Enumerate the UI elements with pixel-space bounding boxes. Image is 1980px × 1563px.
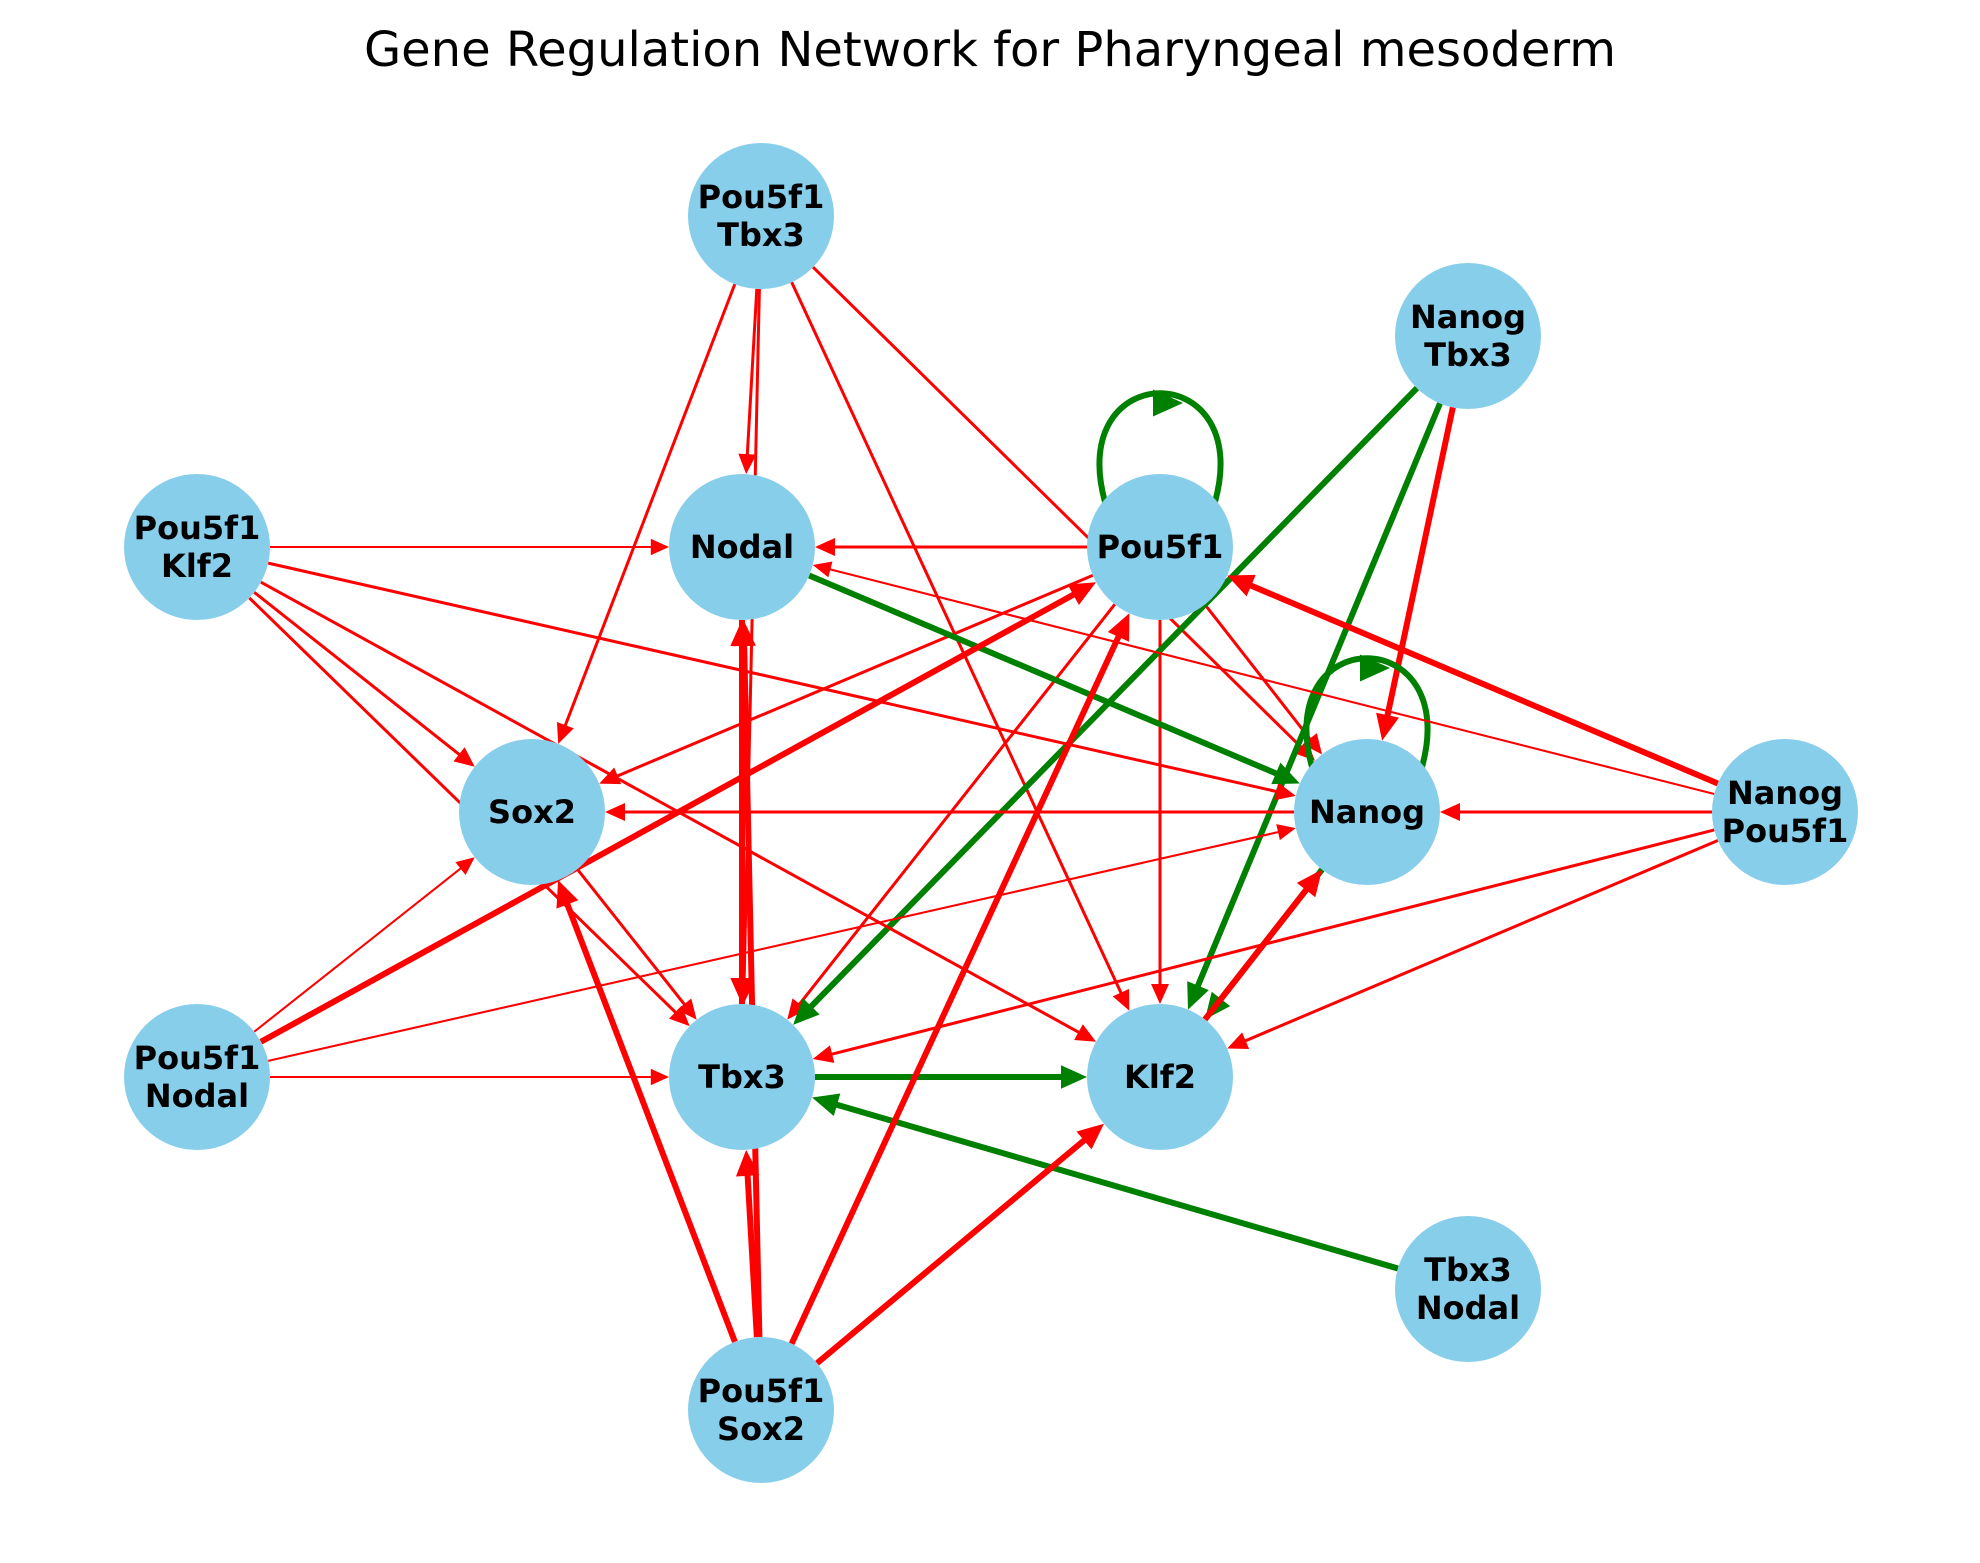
node-nodal[interactable]: Nodal (669, 474, 815, 620)
edge-nanog_pou5f1-to-klf2 (1227, 839, 1719, 1049)
edge-pou5f1_sox2-to-nodal (732, 619, 763, 1338)
edge-tbx3_nodal-to-tbx3 (812, 1093, 1399, 1272)
node-sox2-label-0: Sox2 (488, 793, 576, 831)
node-pou5f1[interactable]: Pou5f1 (1087, 474, 1233, 620)
node-pou5f1_klf2-label-1: Klf2 (161, 547, 233, 585)
node-nanog-circle (1294, 739, 1440, 885)
edge-nanog_tbx3-to-nanog (1376, 406, 1456, 741)
edge-tbx3-to-klf2 (815, 1065, 1087, 1089)
node-tbx3-label-0: Tbx3 (698, 1058, 786, 1096)
edge-nanog-to-sox2 (605, 803, 1294, 821)
edge-pou5f1_nodal-to-pou5f1 (259, 582, 1097, 1045)
node-nodal-circle (669, 474, 815, 620)
node-nanog_pou5f1-circle (1712, 739, 1858, 885)
edge-pou5f1_klf2-to-sox2 (253, 591, 475, 767)
edge-pou5f1-to-nodal (815, 538, 1087, 556)
node-tbx3-circle (669, 1004, 815, 1150)
node-pou5f1_tbx3-circle (688, 143, 834, 289)
edge-nanog_pou5f1-to-nanog (1440, 803, 1712, 821)
edge-pou5f1-to-sox2 (599, 573, 1094, 785)
node-pou5f1_tbx3-label-0: Pou5f1 (698, 178, 825, 216)
node-klf2-circle (1087, 1004, 1233, 1150)
node-nanog_pou5f1-label-1: Pou5f1 (1722, 812, 1849, 850)
node-pou5f1_sox2-label-0: Pou5f1 (698, 1372, 825, 1410)
node-nanog_tbx3-label-0: Nanog (1410, 298, 1526, 336)
edge-pou5f1_sox2-to-sox2 (556, 880, 738, 1343)
node-tbx3[interactable]: Tbx3 (669, 1004, 815, 1150)
edge-nanog_tbx3-to-klf2 (1187, 402, 1443, 1010)
page-title: Gene Regulation Network for Pharyngeal m… (363, 22, 1617, 78)
node-sox2[interactable]: Sox2 (459, 739, 605, 885)
edge-pou5f1_nodal-to-nanog (267, 824, 1296, 1062)
edge-sox2-to-tbx3 (576, 868, 697, 1020)
node-tbx3_nodal-label-0: Tbx3 (1424, 1251, 1512, 1289)
edge-nanog_pou5f1-to-nodal (812, 561, 1715, 796)
edge-nanog_pou5f1-to-tbx3 (812, 828, 1715, 1063)
edges-layer (248, 266, 1719, 1366)
edge-pou5f1_klf2-to-nanog (267, 561, 1296, 801)
node-nodal-label-0: Nodal (690, 528, 794, 566)
edge-nodal-to-nanog (808, 572, 1300, 785)
node-tbx3_nodal-label-1: Nodal (1416, 1289, 1520, 1327)
node-pou5f1_nodal-circle (124, 1004, 270, 1150)
edge-pou5f1-to-tbx3 (787, 603, 1116, 1020)
node-pou5f1-label-0: Pou5f1 (1097, 528, 1224, 566)
edge-pou5f1_sox2-to-klf2 (815, 1123, 1104, 1366)
node-pou5f1_sox2-label-1: Sox2 (717, 1410, 805, 1448)
edge-pou5f1_sox2-to-pou5f1 (788, 613, 1130, 1345)
node-pou5f1_nodal-label-0: Pou5f1 (134, 1039, 261, 1077)
edge-nanog_pou5f1-to-pou5f1 (1227, 574, 1719, 787)
node-pou5f1_klf2-label-0: Pou5f1 (134, 509, 261, 547)
edge-nanog-to-nanog (1303, 654, 1431, 768)
node-sox2-circle (459, 739, 605, 885)
edge-pou5f1-to-klf2 (1151, 620, 1169, 1004)
node-klf2[interactable]: Klf2 (1087, 1004, 1233, 1150)
edge-pou5f1_klf2-to-nodal (270, 538, 669, 556)
node-pou5f1-circle (1087, 474, 1233, 620)
node-pou5f1_klf2-circle (124, 474, 270, 620)
node-klf2-label-0: Klf2 (1124, 1058, 1196, 1096)
node-pou5f1_tbx3-label-1: Tbx3 (717, 216, 805, 254)
edge-pou5f1-to-nanog (1203, 603, 1323, 755)
node-nanog_tbx3-label-1: Tbx3 (1424, 336, 1512, 374)
edge-pou5f1_klf2-to-klf2 (260, 580, 1097, 1042)
edge-pou5f1_tbx3-to-nodal (738, 288, 759, 475)
edge-pou5f1_nodal-to-sox2 (253, 857, 475, 1033)
node-pou5f1_sox2-circle (688, 1337, 834, 1483)
edge-pou5f1_nodal-to-tbx3 (270, 1068, 669, 1086)
node-nanog[interactable]: Nanog (1294, 739, 1440, 885)
edge-pou5f1_tbx3-to-sox2 (556, 283, 737, 744)
node-nanog_tbx3-circle (1395, 263, 1541, 409)
edge-klf2-to-nanog (1202, 869, 1323, 1022)
node-nanog-label-0: Nanog (1309, 793, 1425, 831)
node-tbx3_nodal-circle (1395, 1216, 1541, 1362)
node-nanog_pou5f1-label-0: Nanog (1727, 774, 1843, 812)
edge-pou5f1-to-pou5f1 (1096, 389, 1224, 503)
node-pou5f1_nodal-label-1: Nodal (145, 1077, 249, 1115)
